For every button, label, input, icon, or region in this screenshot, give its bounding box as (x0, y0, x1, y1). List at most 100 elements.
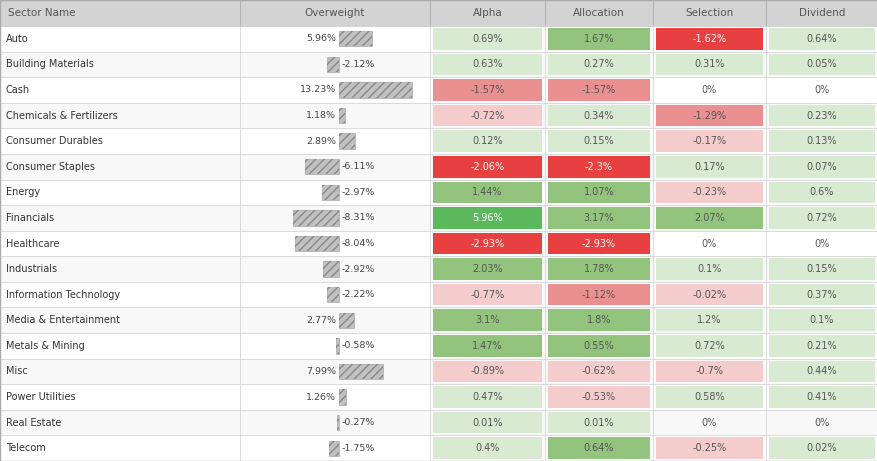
Bar (768, 207, 874, 229)
Text: Metals & Mining: Metals & Mining (6, 341, 85, 351)
Bar (432, 309, 541, 331)
Text: Financials: Financials (6, 213, 54, 223)
Bar (547, 335, 649, 357)
Bar (432, 105, 541, 126)
Text: -8.04%: -8.04% (341, 239, 374, 248)
Bar (652, 282, 765, 307)
Bar (545, 282, 652, 307)
Bar (0, 77, 239, 103)
Bar (339, 390, 346, 405)
Bar (339, 134, 354, 149)
Bar (430, 333, 545, 359)
Bar (0, 384, 239, 410)
Bar (326, 287, 339, 302)
Text: 7.99%: 7.99% (305, 367, 335, 376)
Bar (768, 182, 874, 203)
Bar (0, 52, 239, 77)
Text: Chemicals & Fertilizers: Chemicals & Fertilizers (6, 111, 118, 121)
Bar (652, 179, 765, 205)
Bar (323, 261, 339, 277)
Bar (655, 258, 762, 280)
Text: 1.47%: 1.47% (472, 341, 503, 351)
Bar (432, 335, 541, 357)
Bar (293, 210, 339, 225)
Text: 0.69%: 0.69% (472, 34, 503, 44)
Bar (652, 410, 765, 435)
Text: 0.17%: 0.17% (694, 162, 724, 172)
Bar (652, 333, 765, 359)
Bar (765, 435, 877, 461)
Bar (335, 338, 339, 354)
Bar (339, 83, 411, 98)
Bar (655, 437, 762, 459)
Bar (768, 28, 874, 50)
Bar (322, 185, 339, 200)
Bar (547, 386, 649, 408)
Text: -1.57%: -1.57% (470, 85, 504, 95)
Text: Media & Entertainment: Media & Entertainment (6, 315, 120, 325)
Text: 0%: 0% (814, 418, 829, 428)
Text: -2.12%: -2.12% (341, 60, 374, 69)
Text: 0.07%: 0.07% (806, 162, 837, 172)
Bar (432, 284, 541, 306)
Bar (430, 359, 545, 384)
Text: -1.12%: -1.12% (581, 290, 616, 300)
Bar (765, 230, 877, 256)
Bar (430, 26, 545, 52)
Bar (430, 77, 545, 103)
Bar (655, 386, 762, 408)
Text: Power Utilities: Power Utilities (6, 392, 75, 402)
Bar (545, 179, 652, 205)
Bar (239, 359, 430, 384)
Bar (335, 338, 339, 354)
Bar (655, 361, 762, 382)
Bar (652, 230, 765, 256)
Bar (547, 309, 649, 331)
Bar (339, 313, 353, 328)
Text: 0.15%: 0.15% (806, 264, 837, 274)
Text: 0.34%: 0.34% (583, 111, 614, 121)
Text: 3.17%: 3.17% (583, 213, 614, 223)
Bar (652, 307, 765, 333)
Bar (239, 52, 430, 77)
Bar (545, 26, 652, 52)
Text: 0.1%: 0.1% (809, 315, 833, 325)
Bar (430, 103, 545, 128)
Text: -0.72%: -0.72% (470, 111, 504, 121)
Bar (432, 233, 541, 254)
Bar (765, 179, 877, 205)
Text: Allocation: Allocation (573, 8, 624, 18)
Text: -0.53%: -0.53% (581, 392, 616, 402)
Bar (768, 258, 874, 280)
Bar (547, 258, 649, 280)
Text: 0.1%: 0.1% (696, 264, 721, 274)
Text: -1.62%: -1.62% (692, 34, 726, 44)
Bar (0, 435, 239, 461)
Text: 1.2%: 1.2% (696, 315, 721, 325)
Bar (0, 410, 239, 435)
Bar (0, 0, 239, 26)
Bar (432, 361, 541, 382)
Text: 0%: 0% (814, 85, 829, 95)
Bar (545, 0, 652, 26)
Bar (239, 282, 430, 307)
Bar (652, 359, 765, 384)
Bar (768, 53, 874, 75)
Bar (768, 130, 874, 152)
Bar (652, 26, 765, 52)
Text: -2.93%: -2.93% (470, 238, 504, 248)
Bar (339, 108, 345, 123)
Text: 0.4%: 0.4% (474, 443, 499, 453)
Bar (239, 410, 430, 435)
Bar (652, 103, 765, 128)
Bar (768, 437, 874, 459)
Bar (337, 415, 339, 430)
Text: 0.21%: 0.21% (806, 341, 837, 351)
Bar (0, 307, 239, 333)
Bar (0, 359, 239, 384)
Bar (0, 282, 239, 307)
Bar (239, 256, 430, 282)
Text: 0%: 0% (701, 85, 717, 95)
Text: 1.78%: 1.78% (583, 264, 614, 274)
Bar (765, 128, 877, 154)
